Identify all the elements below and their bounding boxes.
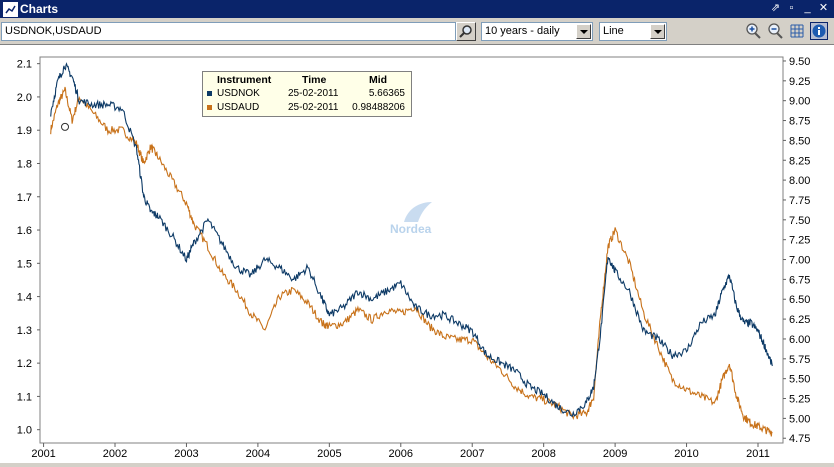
x-axis-tick-label: 2005 xyxy=(317,448,341,460)
right-axis-tick-label: 9.25 xyxy=(789,76,810,88)
right-axis-tick-label: 6.75 xyxy=(789,274,810,286)
x-axis-tick-label: 2009 xyxy=(603,448,627,460)
right-axis-tick-label: 7.25 xyxy=(789,235,810,247)
search-button[interactable] xyxy=(456,22,476,41)
right-axis-tick-label: 5.25 xyxy=(789,394,810,406)
nordea-logo-icon xyxy=(404,202,432,222)
right-axis-tick-label: 5.75 xyxy=(789,354,810,366)
chevron-down-icon[interactable] xyxy=(576,24,591,39)
right-axis-tick-label: 4.75 xyxy=(789,433,810,445)
chart-type-select[interactable]: Line xyxy=(599,22,667,41)
legend-header-instrument: Instrument xyxy=(217,74,272,86)
legend-swatch-usdaud xyxy=(207,105,212,110)
right-axis-tick-label: 6.50 xyxy=(789,294,810,306)
close-icon[interactable]: ✕ xyxy=(818,2,829,14)
right-axis-tick-label: 9.00 xyxy=(789,96,810,108)
x-axis-tick-label: 2004 xyxy=(246,448,270,460)
cursor-marker xyxy=(61,122,70,131)
app-icon xyxy=(3,2,18,17)
right-axis-tick-label: 8.75 xyxy=(789,116,810,128)
watermark-text: Nordea xyxy=(390,222,432,236)
chart-area: 1.0 1.1 1.2 1.3 1.4 1.5 1.6 1.7 1.8 1.9 2.0 2.1 4.75… xyxy=(0,44,834,463)
left-axis-tick-label: 1.5 xyxy=(17,258,32,270)
x-axis-tick-label: 2011 xyxy=(746,448,770,460)
right-axis-tick-label: 5.00 xyxy=(789,413,810,425)
right-axis-tick-label: 8.25 xyxy=(789,155,810,167)
x-axis-tick-label: 2003 xyxy=(174,448,198,460)
chart-type-select-value: Line xyxy=(603,25,624,37)
search-icon xyxy=(459,25,472,38)
zoom-out-button[interactable] xyxy=(766,22,784,40)
minimize-icon[interactable]: _ xyxy=(804,2,811,14)
window-title: Charts xyxy=(20,2,59,16)
line-chart[interactable]: 1.0 1.1 1.2 1.3 1.4 1.5 1.6 1.7 1.8 1.9 2.0 2.1 4.75… xyxy=(0,45,834,464)
zoom-out-icon xyxy=(768,23,783,39)
right-axis-tick-label: 8.50 xyxy=(789,135,810,147)
zoom-in-button[interactable] xyxy=(744,22,762,40)
legend-header-time: Time xyxy=(302,74,327,86)
right-axis-tick-label: 7.50 xyxy=(789,215,810,227)
legend-time-usdaud: 25-02-2011 xyxy=(288,102,339,113)
info-icon xyxy=(812,24,826,38)
left-axis-tick-label: 1.6 xyxy=(17,225,32,237)
right-axis-tick-label: 7.75 xyxy=(789,195,810,207)
left-axis-tick-label: 1.9 xyxy=(17,125,32,137)
period-select-value: 10 years - daily xyxy=(485,25,560,37)
x-axis-tick-label: 2001 xyxy=(31,448,55,460)
x-axis-tick-label: 2002 xyxy=(103,448,127,460)
right-axis-tick-label: 6.00 xyxy=(789,334,810,346)
chevron-down-icon[interactable] xyxy=(650,24,665,39)
left-axis-tick-label: 1.4 xyxy=(17,292,32,304)
right-axis-tick-label: 7.00 xyxy=(789,255,810,267)
left-axis-tick-label: 2.0 xyxy=(17,92,32,104)
plot-frame xyxy=(39,56,784,444)
nordea-watermark: Nordea xyxy=(390,202,432,236)
legend-time-usdnok: 25-02-2011 xyxy=(288,88,339,99)
right-axis-tick-label: 9.50 xyxy=(789,56,810,68)
series-line-usdnok xyxy=(50,62,773,418)
left-axis-tick-label: 1.0 xyxy=(17,425,32,437)
right-axis-tick-label: 6.25 xyxy=(789,314,810,326)
left-axis-tick-label: 1.1 xyxy=(17,391,32,403)
undock-icon[interactable]: ⇗ xyxy=(770,2,781,14)
legend-instrument-usdaud: USDAUD xyxy=(217,102,260,113)
legend-swatch-usdnok xyxy=(207,91,212,96)
legend-header-mid: Mid xyxy=(369,74,388,86)
left-axis-tick-label: 1.8 xyxy=(17,158,32,170)
grid-button[interactable] xyxy=(788,22,806,40)
grid-icon xyxy=(790,24,804,38)
legend-mid-usdnok: 5.66365 xyxy=(368,88,405,99)
title-bar: Charts ⇗ ▫ _ ✕ xyxy=(0,0,834,18)
left-axis-tick-label: 1.7 xyxy=(17,192,32,204)
legend-mid-usdaud: 0.98488206 xyxy=(352,102,405,113)
left-axis-tick-label: 1.3 xyxy=(17,325,32,337)
right-axis-tick-label: 5.50 xyxy=(789,374,810,386)
x-axis-tick-label: 2008 xyxy=(531,448,555,460)
legend-instrument-usdnok: USDNOK xyxy=(217,88,260,99)
left-axis-tick-label: 2.1 xyxy=(17,59,32,71)
x-axis-tick-label: 2006 xyxy=(389,448,413,460)
period-select[interactable]: 10 years - daily xyxy=(481,22,593,41)
chart-legend: Instrument Time Mid USDNOK 25-02-2011 5.… xyxy=(202,71,412,117)
info-button[interactable] xyxy=(810,22,828,40)
right-axis-tick-label: 8.00 xyxy=(789,175,810,187)
x-axis-tick-label: 2007 xyxy=(460,448,484,460)
x-axis-tick-label: 2010 xyxy=(674,448,698,460)
zoom-in-icon xyxy=(746,23,761,39)
instrument-input[interactable]: USDNOK,USDAUD xyxy=(1,22,456,41)
restore-icon[interactable]: ▫ xyxy=(789,2,794,14)
left-axis-tick-label: 1.2 xyxy=(17,358,32,370)
